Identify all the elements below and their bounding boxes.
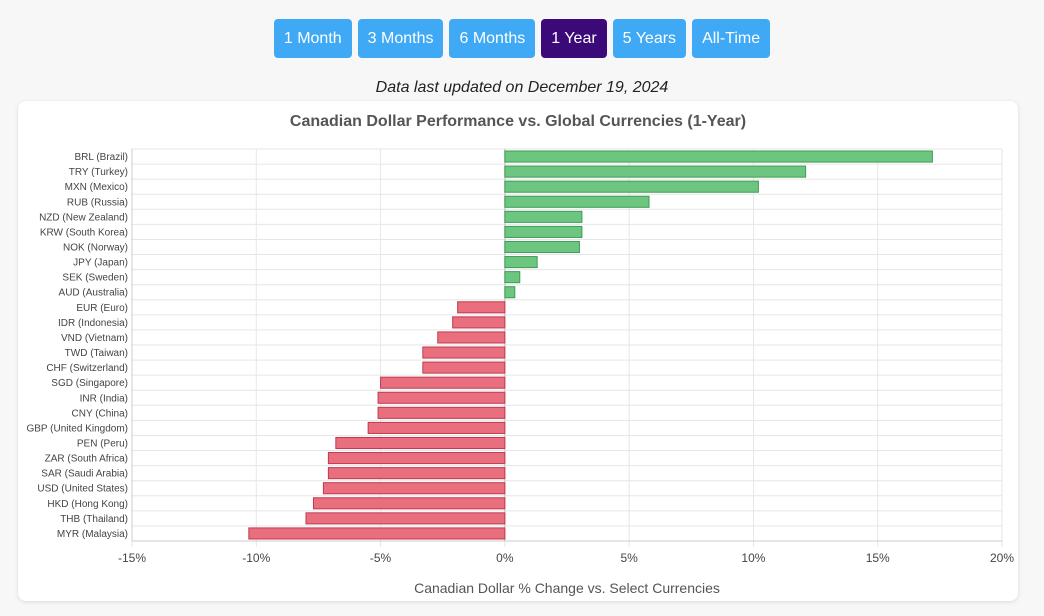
bar-krw-south-korea: [504, 225, 583, 238]
bar-pen-peru: [335, 436, 506, 450]
bar-eur-euro: [457, 301, 506, 314]
bars: [248, 150, 933, 540]
bar-brl-brazil: [504, 150, 933, 163]
bar-zar-south-africa: [327, 452, 506, 465]
chart-card: Canadian Dollar Performance vs. Global C…: [18, 101, 1018, 601]
category-label: GBP (United Kingdom): [26, 423, 128, 434]
bar-aud-australia: [504, 286, 516, 299]
grid-lines: [131, 148, 1003, 547]
range-button-3-months[interactable]: 3 Months: [357, 19, 444, 58]
category-label: JPY (Japan): [73, 258, 128, 269]
category-label: EUR (Euro): [76, 303, 128, 314]
category-label: KRW (South Korea): [40, 227, 128, 238]
bar-nzd-new-zealand: [504, 210, 583, 223]
x-tick-labels: -15% -10% -5% 0% 5% 10% 15% 20%: [118, 551, 1014, 565]
category-labels: BRL (Brazil) TRY (Turkey) MXN (Mexico) RUB …: [26, 152, 128, 540]
category-label: SEK (Sweden): [62, 273, 128, 284]
category-label: CNY (China): [72, 408, 129, 419]
x-tick-label: -10%: [242, 551, 270, 565]
bar-vnd-vietnam: [437, 331, 506, 344]
category-label: TWD (Taiwan): [65, 348, 128, 359]
bar-idr-indonesia: [452, 316, 506, 329]
category-label: SGD (Singapore): [51, 378, 128, 389]
category-label: MXN (Mexico): [65, 182, 128, 193]
time-range-selector: 1 Month 3 Months 6 Months 1 Year 5 Years…: [0, 19, 1044, 58]
bar-sar-saudi-arabia: [327, 467, 506, 480]
range-button-6-months[interactable]: 6 Months: [449, 19, 536, 58]
x-tick-label: -15%: [118, 551, 146, 565]
bar-hkd-hong-kong: [312, 497, 506, 510]
category-label: SAR (Saudi Arabia): [41, 469, 128, 480]
category-label: MYR (Malaysia): [57, 529, 128, 540]
bar-sek-sweden: [504, 271, 521, 284]
x-tick-label: 0%: [496, 551, 514, 565]
bar-thb-thailand: [305, 512, 506, 525]
x-tick-label: 5%: [620, 551, 638, 565]
category-label: INR (India): [80, 393, 128, 404]
category-label: RUB (Russia): [67, 197, 128, 208]
bar-try-turkey: [504, 165, 807, 178]
bar-nok-norway: [504, 240, 580, 254]
category-label: AUD (Australia): [59, 288, 128, 299]
x-tick-label: 15%: [866, 551, 890, 565]
x-tick-label: 10%: [741, 551, 765, 565]
bar-cny-china: [377, 406, 506, 419]
bar-chart: Canadian Dollar Performance vs. Global C…: [26, 113, 1014, 596]
range-button-1-month[interactable]: 1 Month: [273, 19, 352, 58]
bar-rub-russia: [504, 195, 650, 208]
category-label: HKD (Hong Kong): [47, 499, 128, 510]
bar-chf-switzerland: [422, 361, 506, 374]
range-button-5-years[interactable]: 5 Years: [612, 19, 687, 58]
chart-title: Canadian Dollar Performance vs. Global C…: [290, 113, 746, 130]
bar-mxn-mexico: [504, 180, 759, 193]
bar-inr-india: [377, 391, 506, 404]
category-label: NZD (New Zealand): [39, 212, 128, 223]
category-label: NOK (Norway): [63, 243, 128, 254]
last-updated-note: Data last updated on December 19, 2024: [375, 79, 669, 96]
bar-jpy-japan: [504, 256, 538, 269]
x-axis-title: Canadian Dollar % Change vs. Select Curr…: [414, 580, 720, 596]
category-label: VND (Vietnam): [61, 333, 128, 344]
bar-gbp-united-kingdom: [367, 421, 506, 434]
bar-twd-taiwan: [422, 346, 506, 359]
x-tick-label: -5%: [370, 551, 392, 565]
category-label: BRL (Brazil): [74, 152, 128, 163]
range-button-all-time[interactable]: All-Time: [692, 19, 771, 58]
x-tick-label: 20%: [990, 551, 1014, 565]
category-label: IDR (Indonesia): [58, 318, 128, 329]
category-label: PEN (Peru): [77, 439, 128, 450]
category-label: USD (United States): [37, 484, 128, 495]
category-label: TRY (Turkey): [69, 167, 128, 178]
category-label: CHF (Switzerland): [46, 363, 128, 374]
category-label: ZAR (South Africa): [45, 454, 128, 465]
bar-sgd-singapore: [380, 376, 506, 389]
bar-myr-malaysia: [248, 527, 506, 540]
bar-usd-united-states: [322, 482, 506, 495]
category-label: THB (Thailand): [60, 514, 128, 525]
range-button-1-year[interactable]: 1 Year: [541, 19, 607, 58]
